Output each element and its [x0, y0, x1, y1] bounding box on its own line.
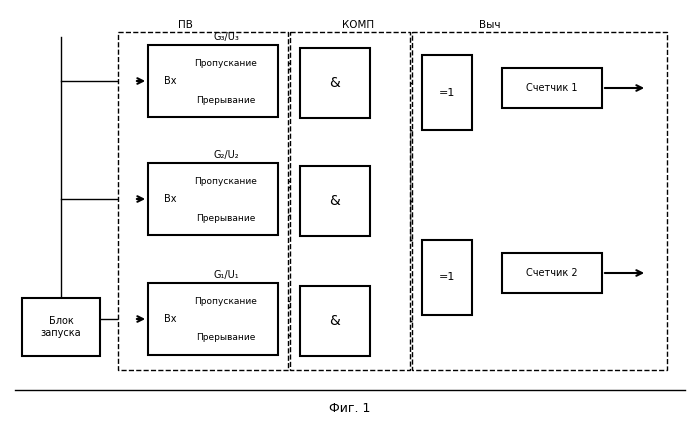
Bar	[148, 163, 278, 235]
Bar	[118, 32, 288, 370]
Bar	[300, 166, 370, 236]
Text: Пропускание: Пропускание	[194, 176, 257, 185]
Text: &: &	[330, 194, 340, 208]
Text: Пропускание: Пропускание	[194, 59, 257, 68]
Text: Bх: Bх	[164, 194, 176, 204]
Bar	[148, 45, 278, 117]
Text: =1: =1	[439, 272, 455, 283]
Text: Прерывание: Прерывание	[196, 334, 256, 343]
Text: Прерывание: Прерывание	[196, 213, 256, 223]
Bar	[502, 253, 602, 293]
Text: G₁/U₁: G₁/U₁	[213, 270, 239, 280]
Bar	[412, 32, 667, 370]
Bar	[422, 55, 472, 130]
Text: Блок
запуска: Блок запуска	[41, 316, 81, 338]
Text: &: &	[330, 76, 340, 90]
Text: G₃/U₃: G₃/U₃	[213, 32, 239, 42]
Bar	[300, 48, 370, 118]
Text: Фиг. 1: Фиг. 1	[329, 402, 370, 414]
Text: Счетчик 1: Счетчик 1	[526, 83, 578, 93]
Text: Счетчик 2: Счетчик 2	[526, 268, 578, 278]
Text: ПВ: ПВ	[178, 20, 192, 30]
Bar	[300, 286, 370, 356]
Text: G₂/U₂: G₂/U₂	[213, 150, 239, 160]
Text: Прерывание: Прерывание	[196, 96, 256, 105]
Text: Bх: Bх	[164, 314, 176, 324]
Bar	[290, 32, 410, 370]
Text: КОМП: КОМП	[342, 20, 374, 30]
Text: Пропускание: Пропускание	[194, 297, 257, 306]
Text: Bх: Bх	[164, 76, 176, 86]
Bar	[502, 68, 602, 108]
Text: =1: =1	[439, 88, 455, 97]
Text: Выч: Выч	[480, 20, 500, 30]
Text: &: &	[330, 314, 340, 328]
Bar	[22, 298, 100, 356]
Bar	[422, 240, 472, 315]
Bar	[148, 283, 278, 355]
